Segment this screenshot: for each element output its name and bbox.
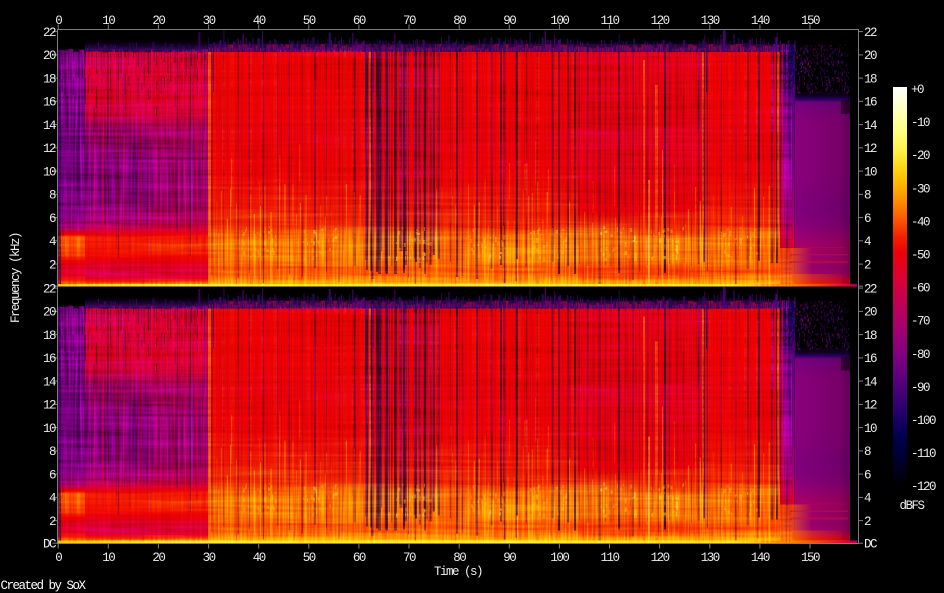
svg-text:-100: -100: [911, 414, 936, 428]
svg-text:4: 4: [49, 235, 56, 249]
svg-text:6: 6: [864, 468, 871, 482]
svg-text:4: 4: [864, 492, 871, 506]
svg-text:DC: DC: [864, 538, 877, 552]
svg-text:150: 150: [801, 14, 820, 28]
svg-text:+0: +0: [911, 83, 924, 97]
svg-text:20: 20: [152, 14, 165, 28]
svg-text:8: 8: [49, 445, 56, 459]
svg-text:6: 6: [49, 468, 56, 482]
svg-text:14: 14: [864, 375, 877, 389]
svg-text:10: 10: [864, 422, 877, 436]
svg-text:10: 10: [43, 422, 56, 436]
svg-text:10: 10: [43, 165, 56, 179]
svg-text:-50: -50: [911, 249, 930, 263]
svg-text:10: 10: [102, 14, 115, 28]
svg-text:2: 2: [864, 515, 871, 529]
svg-text:120: 120: [651, 551, 670, 565]
svg-text:8: 8: [49, 189, 56, 203]
svg-text:-90: -90: [911, 381, 930, 395]
svg-text:-120: -120: [911, 480, 936, 494]
svg-text:20: 20: [152, 551, 165, 565]
svg-text:-110: -110: [911, 447, 936, 461]
svg-text:80: 80: [453, 14, 466, 28]
svg-text:-40: -40: [911, 215, 930, 229]
svg-text:-10: -10: [911, 116, 930, 130]
svg-text:30: 30: [203, 14, 216, 28]
svg-text:8: 8: [864, 445, 871, 459]
svg-text:50: 50: [303, 14, 316, 28]
svg-text:2: 2: [864, 258, 871, 272]
svg-text:6: 6: [864, 212, 871, 226]
svg-text:4: 4: [864, 235, 871, 249]
svg-text:2: 2: [49, 515, 56, 529]
svg-text:140: 140: [751, 551, 770, 565]
svg-text:40: 40: [253, 14, 266, 28]
svg-text:12: 12: [43, 142, 56, 156]
svg-text:130: 130: [701, 551, 720, 565]
svg-text:18: 18: [43, 72, 56, 86]
svg-text:22: 22: [864, 282, 877, 296]
svg-text:16: 16: [864, 352, 877, 366]
svg-text:-60: -60: [911, 282, 930, 296]
svg-text:20: 20: [864, 306, 877, 320]
svg-text:16: 16: [864, 96, 877, 110]
svg-text:80: 80: [453, 551, 466, 565]
svg-text:70: 70: [403, 551, 416, 565]
svg-text:2: 2: [49, 258, 56, 272]
svg-text:-70: -70: [911, 315, 930, 329]
svg-text:40: 40: [253, 551, 266, 565]
svg-text:14: 14: [43, 119, 56, 133]
svg-text:14: 14: [43, 375, 56, 389]
svg-text:0: 0: [55, 14, 62, 28]
svg-text:140: 140: [751, 14, 770, 28]
svg-text:Frequency (kHz): Frequency (kHz): [9, 233, 23, 323]
svg-text:DC: DC: [43, 538, 56, 552]
svg-text:22: 22: [864, 26, 877, 40]
svg-text:12: 12: [864, 399, 877, 413]
svg-text:-80: -80: [911, 348, 930, 362]
svg-text:90: 90: [503, 551, 516, 565]
svg-text:16: 16: [43, 96, 56, 110]
svg-text:-30: -30: [911, 182, 930, 196]
svg-text:18: 18: [43, 329, 56, 343]
svg-text:20: 20: [43, 306, 56, 320]
svg-text:8: 8: [864, 189, 871, 203]
svg-text:16: 16: [43, 352, 56, 366]
svg-text:50: 50: [303, 551, 316, 565]
svg-text:20: 20: [864, 49, 877, 63]
svg-text:Created by SoX: Created by SoX: [1, 579, 87, 593]
svg-text:12: 12: [864, 142, 877, 156]
svg-text:dBFS: dBFS: [900, 499, 925, 513]
svg-text:110: 110: [600, 14, 619, 28]
svg-text:60: 60: [353, 14, 366, 28]
svg-text:12: 12: [43, 399, 56, 413]
svg-text:10: 10: [102, 551, 115, 565]
svg-text:18: 18: [864, 329, 877, 343]
svg-text:150: 150: [801, 551, 820, 565]
svg-text:70: 70: [403, 14, 416, 28]
svg-text:130: 130: [701, 14, 720, 28]
svg-text:60: 60: [353, 551, 366, 565]
svg-text:22: 22: [43, 26, 56, 40]
svg-text:100: 100: [550, 551, 569, 565]
svg-text:10: 10: [864, 165, 877, 179]
svg-text:4: 4: [49, 492, 56, 506]
svg-text:110: 110: [600, 551, 619, 565]
svg-text:0: 0: [55, 551, 62, 565]
svg-text:20: 20: [43, 49, 56, 63]
svg-text:Time (s): Time (s): [434, 565, 482, 579]
svg-text:22: 22: [43, 282, 56, 296]
svg-text:14: 14: [864, 119, 877, 133]
svg-text:-20: -20: [911, 149, 930, 163]
svg-text:100: 100: [550, 14, 569, 28]
svg-text:30: 30: [203, 551, 216, 565]
svg-text:90: 90: [503, 14, 516, 28]
svg-text:18: 18: [864, 72, 877, 86]
svg-text:6: 6: [49, 212, 56, 226]
svg-text:120: 120: [651, 14, 670, 28]
